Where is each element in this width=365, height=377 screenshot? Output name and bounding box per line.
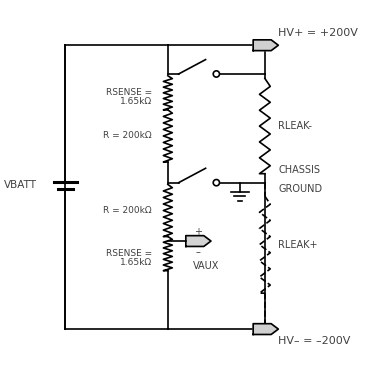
Text: RSENSE =: RSENSE = [105, 88, 152, 97]
Text: 1.65kΩ: 1.65kΩ [120, 97, 152, 106]
Text: CHASSIS: CHASSIS [278, 166, 320, 175]
Polygon shape [186, 236, 211, 247]
Text: VAUX: VAUX [193, 261, 220, 271]
Text: VBATT: VBATT [4, 180, 37, 190]
Polygon shape [253, 324, 278, 334]
Text: +: + [195, 227, 203, 237]
Text: R = 200kΩ: R = 200kΩ [103, 206, 152, 215]
Text: RLEAK-: RLEAK- [278, 121, 312, 131]
Text: –: – [196, 247, 201, 257]
Text: HV+ = +200V: HV+ = +200V [278, 28, 358, 38]
Text: RLEAK+: RLEAK+ [278, 240, 318, 250]
Polygon shape [253, 40, 278, 51]
Text: HV– = –200V: HV– = –200V [278, 336, 351, 346]
Text: 1.65kΩ: 1.65kΩ [120, 258, 152, 267]
Text: RSENSE =: RSENSE = [105, 249, 152, 258]
Text: R = 200kΩ: R = 200kΩ [103, 132, 152, 141]
Text: GROUND: GROUND [278, 184, 322, 195]
